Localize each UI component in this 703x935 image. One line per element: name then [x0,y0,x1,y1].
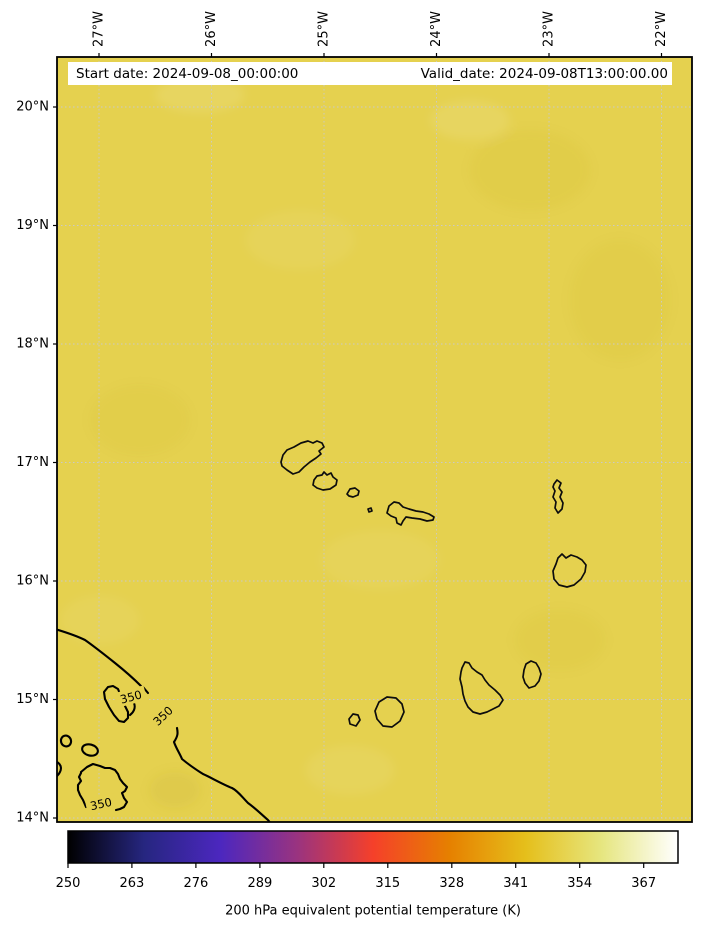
island-outline-2 [312,471,338,491]
island-outline-11 [522,660,542,689]
lat-tick-label: 19°N [16,218,49,233]
gridlines [57,57,692,822]
colorbar-tick-label: 276 [183,876,208,891]
lon-tick-label: 25°W [317,11,332,47]
valid-date-label: Valid_date: 2024-09-08T13:00:00.00 [421,66,668,82]
lon-tick-label: 26°W [204,11,219,47]
island-outline-1 [280,440,325,475]
contour-main-line-upper [57,628,143,688]
lon-tick-label: 27°W [92,11,107,47]
lat-axis: 20°N 19°N 18°N 17°N 16°N 15°N 14°N [16,100,57,826]
coastlines [280,440,587,728]
colorbar-tick-label: 341 [503,876,528,891]
contour-small-cell-2 [81,743,99,757]
colorbar-tick-label: 250 [56,876,81,891]
contour-small-cell-1 [59,734,73,748]
colorbar-axis-label: 200 hPa equivalent potential temperature… [225,904,521,919]
island-outline-5 [386,501,435,526]
colorbar-tick-label: 367 [631,876,656,891]
contour-edge-arc [57,760,62,778]
lon-tick-label: 23°W [542,11,557,47]
contour-main-line-lower [172,726,271,822]
lon-tick-label: 22°W [654,11,669,47]
island-outline-8 [348,713,361,727]
colorbar-tick-label: 289 [247,876,272,891]
island-outline-10 [459,661,504,715]
lon-tick-label: 24°W [429,11,444,47]
colorbar-tick-label: 354 [567,876,592,891]
contour-closed-cell-2b [76,771,88,809]
lat-tick-label: 16°N [16,574,49,589]
island-outline-4 [367,507,373,513]
contour-labels: 350 350 350 [84,685,179,814]
lat-tick-label: 18°N [16,337,49,352]
colorbar-tick-label: 302 [311,876,336,891]
contour-closed-cell-2a [79,762,129,812]
contour-label-bg [114,685,148,708]
island-outline-9 [374,696,405,728]
date-banner-bg [68,62,672,85]
contour-label: 350 [119,687,144,706]
contour-label: 350 [89,795,113,813]
colorbar-tick-label: 315 [375,876,400,891]
lat-tick-label: 14°N [16,811,49,826]
island-outline-7 [552,553,587,588]
colorbar: 250 263 276 289 302 315 328 341 354 367 … [56,830,679,919]
colorbar-border [67,830,679,864]
island-outline-3 [346,487,360,498]
lon-tick-marks [98,53,663,57]
lat-tick-marks [53,106,57,819]
map-border [56,56,693,823]
contour-label-bg [84,793,118,814]
lat-tick-label: 20°N [16,100,49,115]
colorbar-tick-label: 263 [119,876,144,891]
island-outline-6 [552,479,564,514]
colorbar-tick-marks [67,863,645,868]
colorbar-tick-label: 328 [439,876,464,891]
start-date-label: Start date: 2024-09-08_00:00:00 [76,66,298,82]
lat-tick-label: 17°N [16,455,49,470]
temperature-contours [57,628,271,822]
lon-axis: 27°W 26°W 25°W 24°W 23°W 22°W [92,11,669,57]
lat-tick-label: 15°N [16,692,49,707]
colorbar-ramp [68,831,678,863]
date-banner: Start date: 2024-09-08_00:00:00 Valid_da… [68,62,672,85]
contour-closed-cell-1 [102,684,130,724]
contour-label-bg [146,699,179,732]
field-shading-patches [60,77,670,808]
map-panel: 350 350 350 [57,57,692,822]
